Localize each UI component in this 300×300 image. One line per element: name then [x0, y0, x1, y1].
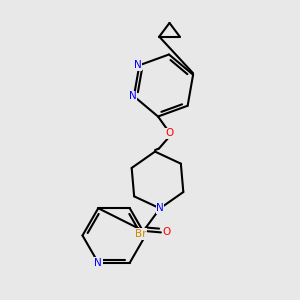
Text: O: O — [165, 128, 174, 139]
Text: N: N — [156, 203, 164, 213]
Text: N: N — [134, 60, 142, 70]
Text: N: N — [94, 258, 102, 268]
Text: Br: Br — [135, 229, 147, 239]
Text: N: N — [128, 91, 136, 101]
Text: O: O — [163, 227, 171, 237]
